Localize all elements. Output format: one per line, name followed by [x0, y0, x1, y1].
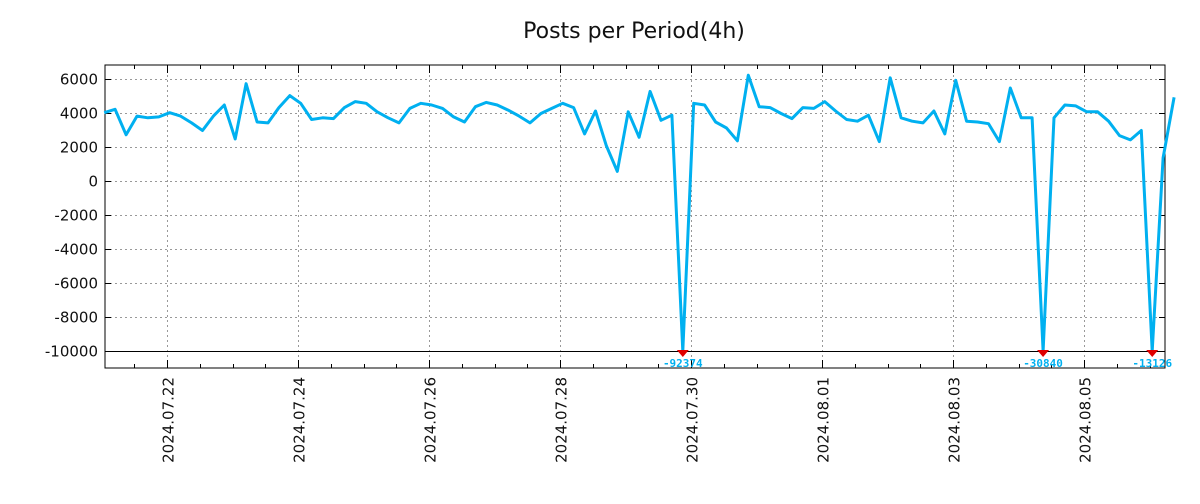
plot-frame [104, 64, 1166, 369]
outlier-label: -30840 [1023, 357, 1063, 370]
x-tick-label: 2024.07.24 [291, 377, 309, 463]
y-tick-label: 4000 [60, 105, 98, 123]
outlier-label: -92374 [663, 357, 703, 370]
y-tick-label: 0 [88, 173, 98, 191]
x-tick-label: 2024.07.30 [684, 377, 702, 463]
x-tick-label: 2024.07.28 [553, 377, 571, 463]
chart-title: Posts per Period(4h) [523, 19, 745, 44]
x-tick-label: 2024.08.03 [946, 377, 964, 463]
y-tick-label: -2000 [54, 207, 98, 225]
x-tick-label: 2024.08.01 [815, 377, 833, 463]
x-tick-label: 2024.08.05 [1077, 377, 1095, 463]
outlier-label: -13126 [1132, 357, 1172, 370]
x-tick-label: 2024.07.26 [422, 377, 440, 463]
y-tick-label: -10000 [45, 343, 98, 361]
series-line [103, 73, 1176, 353]
x-tick-label: 2024.07.22 [160, 377, 178, 463]
y-tick-label: 2000 [60, 139, 98, 157]
outlier-marker [676, 349, 689, 357]
y-tick-label: 6000 [60, 71, 98, 89]
outlier-marker [1037, 349, 1050, 357]
outlier-marker [1146, 349, 1159, 357]
y-tick-label: -4000 [54, 241, 98, 259]
y-tick-label: -8000 [54, 309, 98, 327]
y-tick-label: -6000 [54, 275, 98, 293]
